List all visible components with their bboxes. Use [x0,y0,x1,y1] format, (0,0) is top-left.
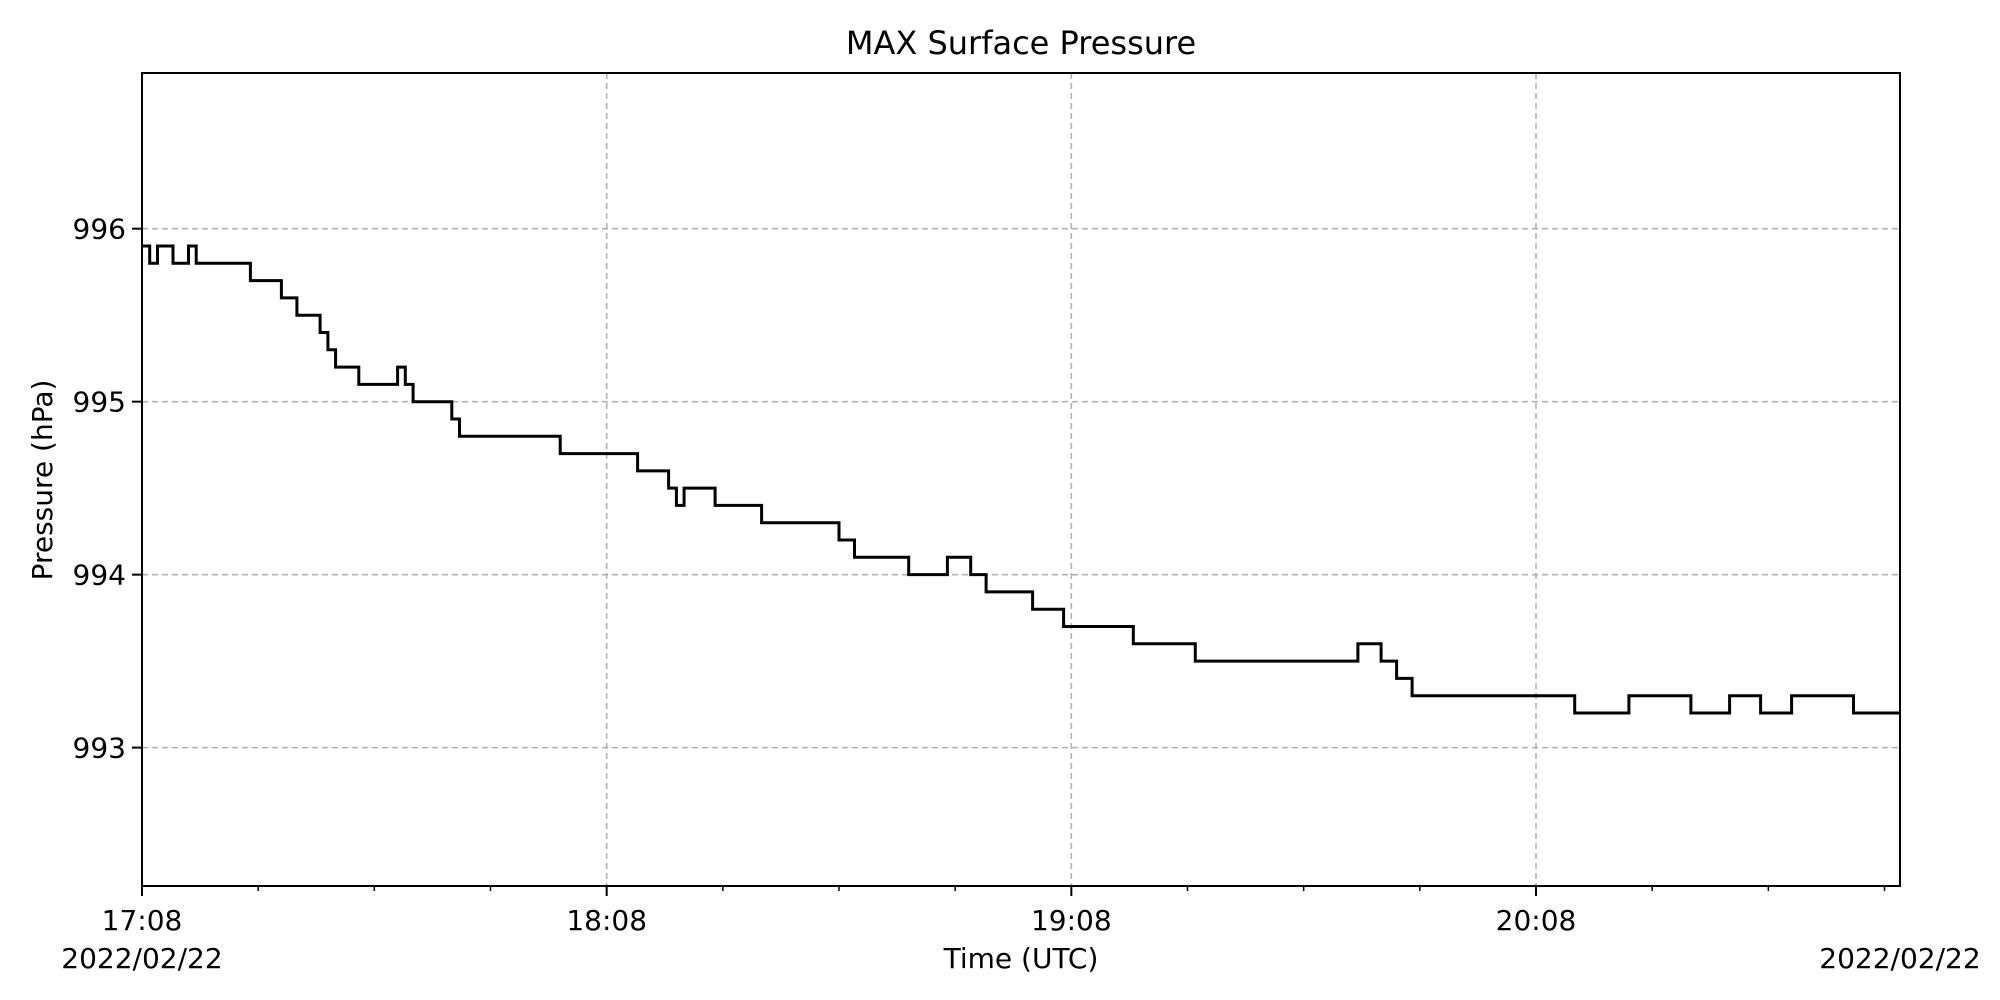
x-tick-label: 19:08 [1031,904,1112,937]
x-tick-label: 17:08 [102,904,183,937]
pressure-series-line [142,244,1900,715]
y-tick-label: 993 [73,732,126,765]
x-tick-label: 20:08 [1496,904,1577,937]
y-tick-label: 995 [73,386,126,419]
grid [142,73,1900,886]
y-tick-label: 996 [73,213,126,246]
ticks: 17:08 18:08 19:08 20:08 993 994 995 996 [73,213,1886,937]
x-axis-label: Time (UTC) [943,942,1099,975]
y-tick-label: 994 [73,559,126,592]
x-tick-label: 18:08 [566,904,647,937]
series-layer [142,244,1900,715]
plot-frame [141,72,1901,887]
start-date-label: 2022/02/22 [61,942,222,975]
end-date-label: 2022/02/22 [1819,942,1980,975]
chart-title: MAX Surface Pressure [846,24,1196,62]
y-axis-label: Pressure (hPa) [26,380,59,581]
